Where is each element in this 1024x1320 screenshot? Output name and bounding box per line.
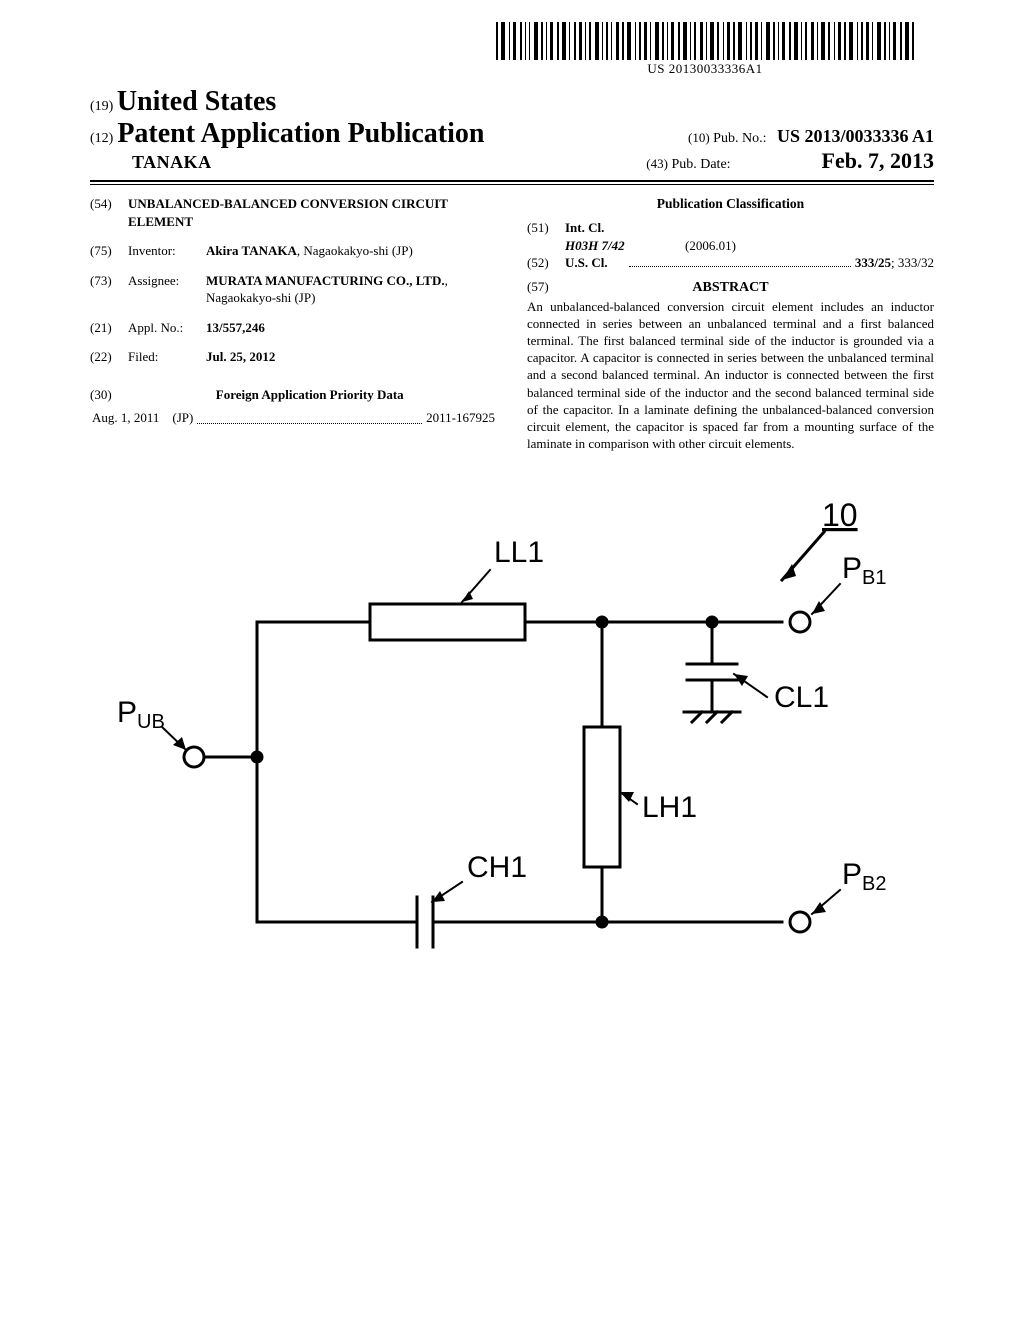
l30: Foreign Application Priority Data (131, 386, 488, 404)
uscl-bold: 333/25 (855, 255, 891, 270)
n30: (30) (90, 386, 128, 404)
intcl-year: (2006.01) (685, 237, 736, 255)
inventor-name: Akira TANAKA (206, 243, 297, 258)
priority-row: Aug. 1, 2011 (JP) 2011-167925 (90, 409, 497, 427)
rule-thin (90, 184, 934, 185)
label-CL1: CL1 (774, 681, 829, 714)
filed-date-val: Jul. 25, 2012 (206, 349, 275, 364)
barcode-block: US 20130033336A1 (496, 22, 914, 77)
rule-thick (90, 180, 934, 182)
left-column: (54) UNBALANCED-BALANCED CONVERSION CIRC… (90, 195, 497, 452)
header: (19) United States (12) Patent Applicati… (90, 86, 934, 185)
bib-columns: (54) UNBALANCED-BALANCED CONVERSION CIRC… (90, 195, 934, 452)
country-num: (19) (90, 99, 113, 114)
circuit-svg: 10 LL1 CL1 LH1 CH1 PUB PB1 PB2 (102, 502, 922, 1032)
appl-no: 13/557,246 (206, 319, 497, 337)
pubno-value: US 2013/0033336 A1 (777, 126, 934, 146)
label-PB1: PB1 (842, 552, 886, 589)
l21: Appl. No.: (128, 319, 206, 337)
inventor-loc: , Nagaokakyo-shi (JP) (297, 243, 413, 258)
pubclass-title: Publication Classification (527, 195, 934, 213)
author-name: TANAKA (90, 152, 212, 173)
label-LH1: LH1 (642, 791, 697, 824)
pubno-num: (10) (688, 130, 710, 145)
n51: (51) (527, 219, 565, 237)
pubno-label: Pub. No.: (713, 131, 766, 146)
intcl-code: H03H 7/42 (565, 237, 685, 255)
n57: (57) (527, 278, 565, 296)
filed-date: Jul. 25, 2012 (206, 348, 497, 366)
pubdate-num: (43) (646, 156, 668, 171)
circuit-figure: 10 LL1 CL1 LH1 CH1 PUB PB1 PB2 (102, 502, 922, 1032)
n52: (52) (527, 254, 565, 272)
label-PUB: PUB (117, 696, 165, 733)
pubdate-label: Pub. Date: (671, 157, 730, 172)
uscl-rest: ; 333/32 (891, 255, 934, 270)
inventor: Akira TANAKA, Nagaokakyo-shi (JP) (206, 242, 497, 260)
ref-10: 10 (822, 502, 858, 533)
prio-cc: (JP) (172, 409, 193, 427)
l57: ABSTRACT (565, 279, 934, 298)
n75: (75) (90, 242, 128, 260)
invention-title: UNBALANCED-BALANCED CONVERSION CIRCUIT E… (128, 195, 497, 230)
barcode-graphic (496, 22, 914, 60)
pubdate-value: Feb. 7, 2013 (822, 148, 934, 173)
pub-num: (12) (90, 131, 113, 146)
l73: Assignee: (128, 272, 206, 307)
label-CH1: CH1 (467, 851, 527, 884)
assignee-name: MURATA MANUFACTURING CO., LTD. (206, 273, 445, 288)
uscl-val: 333/25; 333/32 (855, 254, 934, 272)
l22: Filed: (128, 348, 206, 366)
appl-no-val: 13/557,246 (206, 320, 265, 335)
l75: Inventor: (128, 242, 206, 260)
country: United States (117, 86, 276, 117)
n21: (21) (90, 319, 128, 337)
l51: Int. Cl. (565, 219, 604, 237)
dots-icon (629, 266, 851, 267)
label-PB2: PB2 (842, 858, 886, 895)
dots-icon (197, 409, 422, 424)
pub-label: Patent Application Publication (117, 118, 484, 149)
abstract-text: An unbalanced-balanced conversion circui… (527, 298, 934, 452)
prio-num: 2011-167925 (426, 409, 495, 427)
n22: (22) (90, 348, 128, 366)
prio-date: Aug. 1, 2011 (92, 409, 159, 427)
assignee: MURATA MANUFACTURING CO., LTD., Nagaokak… (206, 272, 497, 307)
barcode-text: US 20130033336A1 (496, 61, 914, 77)
n73: (73) (90, 272, 128, 307)
label-LL1: LL1 (494, 536, 544, 569)
l52: U.S. Cl. (565, 254, 625, 272)
n54: (54) (90, 195, 128, 230)
right-column: Publication Classification (51) Int. Cl.… (527, 195, 934, 452)
